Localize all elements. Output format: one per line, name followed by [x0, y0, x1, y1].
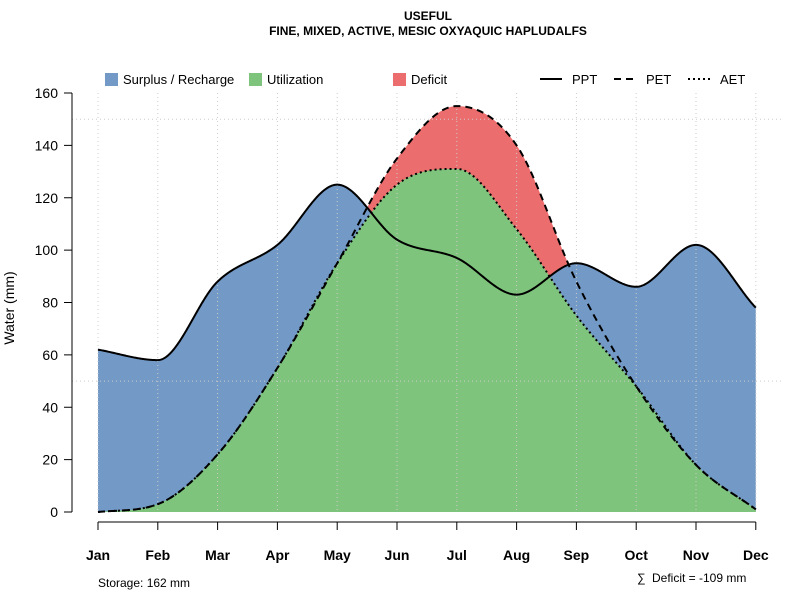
x-tick-label: Jun — [385, 547, 410, 563]
x-tick-label: Mar — [205, 547, 230, 563]
y-tick-label: 40 — [42, 399, 58, 415]
y-tick-label: 0 — [50, 504, 58, 520]
x-tick-label: Nov — [683, 547, 710, 563]
deficit-text: Deficit = -109 mm — [652, 571, 746, 585]
y-tick-label: 80 — [42, 295, 58, 311]
legend-swatch — [393, 73, 406, 86]
legend-label: PPT — [572, 72, 597, 87]
deficit-sum-icon: ∑ — [637, 571, 646, 585]
axes-layer: 0 20 40 60 80 100 120 140 160 Jan Feb Mar Apr May Jun J… — [35, 85, 769, 563]
x-tick-label: Feb — [145, 547, 170, 563]
legend: Surplus / Recharge Utilization Deficit PPT P… — [105, 72, 745, 87]
y-tick-label: 120 — [35, 190, 59, 206]
legend-label: AET — [720, 72, 745, 87]
x-tick-label: May — [324, 547, 351, 563]
x-tick-label: Aug — [503, 547, 530, 563]
x-tick-label: Sep — [564, 547, 590, 563]
storage-text: Storage: 162 mm — [98, 576, 190, 590]
legend-label: Surplus / Recharge — [123, 72, 234, 87]
x-tick-label: Oct — [625, 547, 649, 563]
x-tick-label: Jul — [447, 547, 467, 563]
pet-line — [97, 105, 757, 513]
legend-swatch — [249, 73, 262, 86]
legend-swatch — [105, 73, 118, 86]
legend-label: Utilization — [267, 72, 323, 87]
area-layer — [98, 106, 756, 512]
x-tick-label: Jan — [86, 547, 110, 563]
y-tick-label: 140 — [35, 137, 59, 153]
y-tick-label: 60 — [42, 347, 58, 363]
x-tick-label: Dec — [743, 547, 769, 563]
ppt-line — [97, 183, 757, 362]
y-tick-label: 20 — [42, 452, 58, 468]
y-axis-label: Water (mm) — [1, 271, 17, 344]
legend-label: Deficit — [411, 72, 448, 87]
line-layer — [97, 105, 757, 513]
chart-subtitle: FINE, MIXED, ACTIVE, MESIC OXYAQUIC HAPL… — [269, 24, 587, 38]
utilization-area — [98, 168, 756, 512]
x-tick-label: Apr — [265, 547, 290, 563]
chart-title: USEFUL — [404, 9, 452, 23]
y-tick-label: 100 — [35, 242, 59, 258]
y-tick-label: 160 — [35, 85, 59, 101]
legend-label: PET — [646, 72, 671, 87]
